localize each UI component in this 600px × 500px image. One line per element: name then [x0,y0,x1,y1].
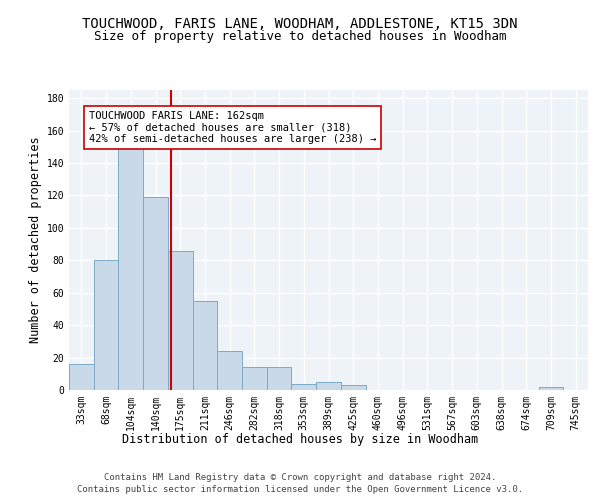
Bar [94,260,118,390]
Bar [217,351,242,390]
Bar [168,250,193,390]
Bar [267,368,292,390]
Text: Contains public sector information licensed under the Open Government Licence v3: Contains public sector information licen… [77,485,523,494]
Text: Size of property relative to detached houses in Woodham: Size of property relative to detached ho… [94,30,506,43]
Bar [341,385,365,390]
Bar [242,368,267,390]
Bar [193,301,217,390]
Text: Contains HM Land Registry data © Crown copyright and database right 2024.: Contains HM Land Registry data © Crown c… [104,472,496,482]
Bar [69,364,94,390]
Text: Distribution of detached houses by size in Woodham: Distribution of detached houses by size … [122,432,478,446]
Bar [292,384,316,390]
Text: TOUCHWOOD, FARIS LANE, WOODHAM, ADDLESTONE, KT15 3DN: TOUCHWOOD, FARIS LANE, WOODHAM, ADDLESTO… [82,18,518,32]
Bar [118,147,143,390]
Bar [539,387,563,390]
Bar [143,197,168,390]
Y-axis label: Number of detached properties: Number of detached properties [29,136,43,344]
Bar [316,382,341,390]
Text: TOUCHWOOD FARIS LANE: 162sqm
← 57% of detached houses are smaller (318)
42% of s: TOUCHWOOD FARIS LANE: 162sqm ← 57% of de… [89,111,376,144]
